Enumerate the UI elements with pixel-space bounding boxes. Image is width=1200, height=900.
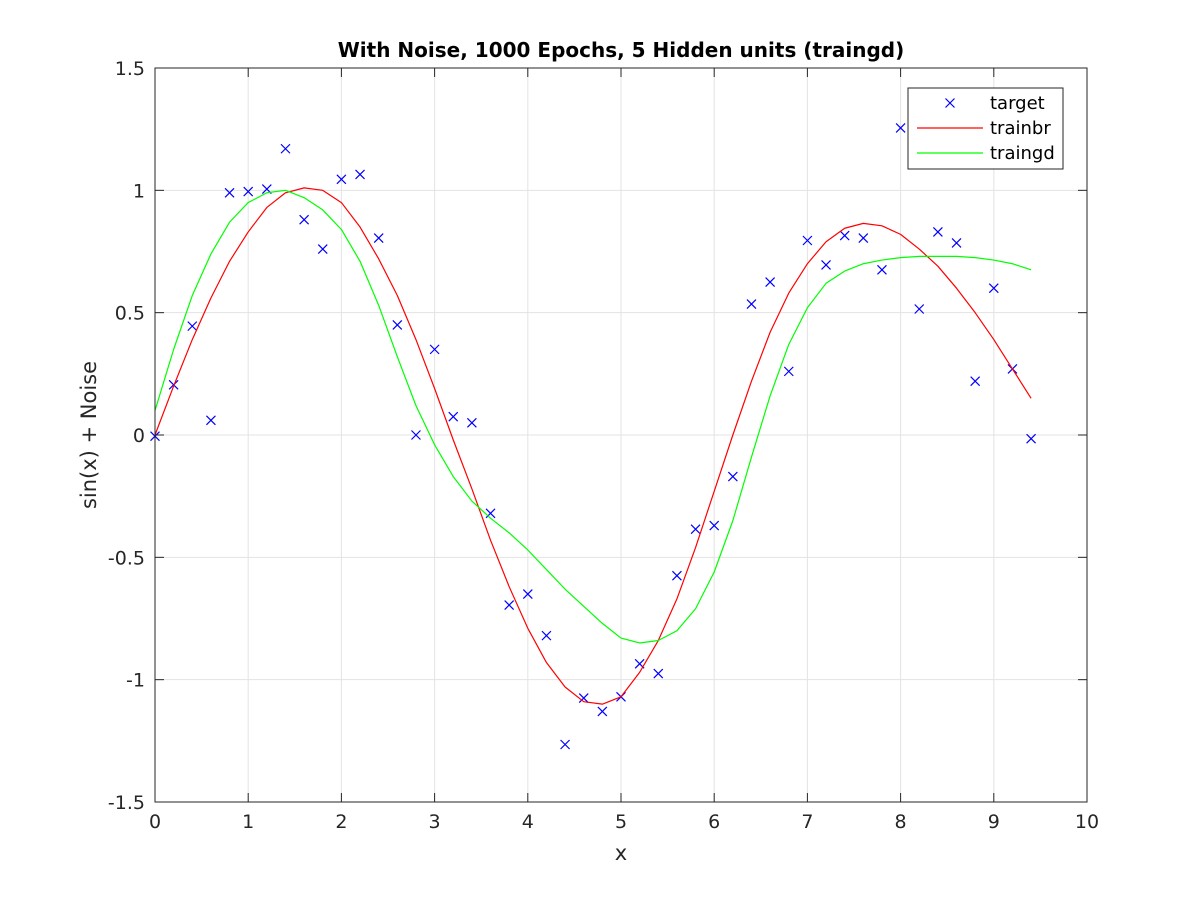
- data-point-target: [355, 169, 365, 180]
- data-point-target: [839, 230, 850, 241]
- x-tick-label: 5: [615, 811, 627, 833]
- data-point-target: [429, 344, 440, 355]
- data-series: [150, 123, 1037, 750]
- data-point-target: [299, 214, 310, 225]
- data-point-target: [411, 430, 421, 440]
- data-point-target: [951, 238, 962, 248]
- x-tick-label: 3: [429, 811, 441, 833]
- data-point-target: [485, 508, 496, 519]
- x-tick-label: 0: [149, 811, 161, 833]
- x-tick-label: 7: [801, 811, 813, 833]
- data-point-target: [392, 319, 403, 330]
- data-point-target: [746, 299, 757, 310]
- x-tick-label: 6: [708, 811, 720, 833]
- series-line-traingd: [154, 189, 1032, 644]
- data-point-target: [988, 283, 999, 294]
- data-point-target: [578, 693, 589, 703]
- data-point-target: [783, 366, 794, 377]
- data-point-target: [858, 233, 869, 243]
- data-point-target: [224, 187, 235, 198]
- chart-title: With Noise, 1000 Epochs, 5 Hidden units …: [338, 38, 905, 62]
- x-tick-label: 1: [242, 811, 254, 833]
- legend-swatch-target: [945, 98, 955, 108]
- x-tick-label: 9: [988, 811, 1000, 833]
- data-point-target: [709, 520, 720, 531]
- data-point-target: [448, 411, 459, 422]
- x-axis-label: x: [615, 841, 627, 865]
- y-tick-label: -1: [126, 670, 145, 692]
- legend: target trainbr traingd: [907, 87, 1064, 170]
- y-tick-label: 1.5: [115, 58, 145, 80]
- data-point-target: [280, 143, 291, 154]
- data-point-target: [243, 186, 254, 197]
- data-point-target: [653, 668, 664, 679]
- legend-label-trainbr: trainbr: [990, 118, 1051, 139]
- data-point-target: [932, 227, 943, 237]
- data-point-target: [821, 260, 831, 270]
- data-point-target: [597, 706, 608, 717]
- y-tick-label: 1: [133, 180, 145, 202]
- series-line-trainbr: [154, 187, 1032, 705]
- x-tick-label: 2: [335, 811, 347, 833]
- x-tick-label: 8: [895, 811, 907, 833]
- legend-label-traingd: traingd: [990, 143, 1055, 164]
- data-point-target: [541, 630, 552, 641]
- y-tick-label: -0.5: [108, 547, 145, 569]
- data-point-target: [466, 417, 477, 428]
- data-point-target: [187, 321, 198, 332]
- x-tick-label: 4: [522, 811, 534, 833]
- data-point-target: [765, 277, 776, 288]
- data-point-target: [970, 376, 981, 387]
- data-point-target: [690, 524, 701, 535]
- data-point-target: [522, 589, 533, 599]
- y-tick-label: 0: [133, 425, 145, 447]
- data-point-target: [1026, 433, 1037, 444]
- data-point-target: [336, 174, 347, 185]
- data-point-target: [727, 471, 738, 482]
- data-point-target: [373, 233, 384, 243]
- legend-label-target: target: [990, 93, 1045, 114]
- ticks: 0 1 2 3 4 5 6 7 8 9 10 -1.5 -1 -0.5 0 0.5 1 1.5: [108, 58, 1099, 833]
- data-point-target: [802, 235, 813, 246]
- x-tick-label: 10: [1075, 811, 1099, 833]
- data-point-target: [560, 739, 571, 750]
- y-axis-label: sin(x) + Noise: [77, 361, 101, 509]
- data-point-target: [895, 123, 906, 133]
- data-point-target: [671, 570, 682, 581]
- y-tick-label: -1.5: [108, 792, 145, 814]
- data-point-target: [877, 264, 887, 275]
- data-point-target: [914, 304, 925, 314]
- data-point-target: [504, 600, 515, 610]
- y-tick-label: 0.5: [115, 303, 145, 325]
- data-point-target: [205, 415, 216, 426]
- data-point-target: [317, 244, 328, 254]
